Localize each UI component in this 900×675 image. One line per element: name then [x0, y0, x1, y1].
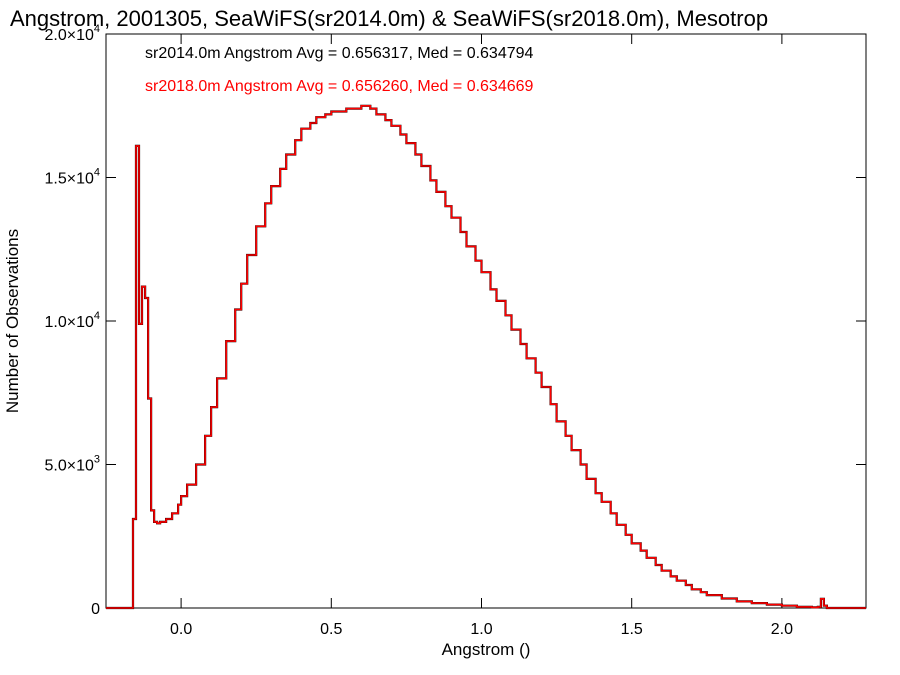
x-tick-label: 1.5: [621, 621, 643, 638]
plot-frame: [105, 33, 867, 609]
chart-title: Angstrom, 2001305, SeaWiFS(sr2014.0m) & …: [10, 6, 768, 31]
y-tick-label: 5.0×103: [44, 454, 100, 475]
annotation-sr2014: sr2014.0m Angstrom Avg = 0.656317, Med =…: [145, 45, 534, 62]
x-tick-label: 0.0: [170, 621, 192, 638]
x-tick-label: 0.5: [320, 621, 342, 638]
series-line-0: [106, 104, 866, 610]
x-axis-label: Angstrom (): [442, 640, 531, 659]
y-axis-ticks: 0 5.0×103 1.0×104 1.5×104 2.0×104: [44, 23, 866, 618]
series-layer: [106, 104, 866, 610]
x-tick-label: 1.0: [470, 621, 492, 638]
y-tick-label: 2.0×104: [44, 23, 100, 44]
annotation-sr2018: sr2018.0m Angstrom Avg = 0.656260, Med =…: [145, 78, 534, 95]
y-tick-label: 1.0×104: [44, 310, 100, 331]
y-tick-label: 0: [91, 601, 100, 618]
x-tick-label: 2.0: [771, 621, 793, 638]
y-tick-label: 1.5×104: [44, 167, 100, 188]
x-axis-ticks: 0.0 0.5 1.0 1.5 2.0: [170, 34, 793, 638]
series-line-1: [106, 105, 866, 609]
y-axis-label: Number of Observations: [3, 229, 22, 413]
